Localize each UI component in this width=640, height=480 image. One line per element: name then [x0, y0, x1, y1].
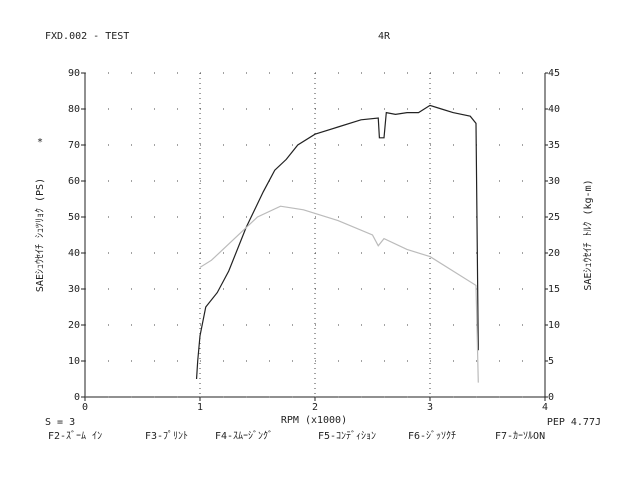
- x-tick-label: 1: [197, 402, 203, 413]
- y-tick-label: 60: [68, 176, 80, 187]
- y-tick-label: 30: [68, 284, 80, 295]
- y-tick-label: 40: [68, 248, 80, 259]
- y-axis-label: SAEｼｭｳｾｲﾁ ｼｭﾂﾘｮｸ (PS): [34, 178, 46, 292]
- y2-tick-label: 35: [548, 140, 560, 151]
- x-axis-label: RPM (x1000): [281, 415, 347, 426]
- x-tick-label: 4: [542, 402, 548, 413]
- y-tick-label: 50: [68, 212, 80, 223]
- y2-axis-label: SAEｼｭｳｾｲﾁ ﾄﾙｸ (kg-m): [582, 179, 594, 290]
- chart-subtitle: 4R: [378, 31, 391, 42]
- function-key: F2-ｽﾞｰﾑ ｲﾝ: [48, 430, 102, 442]
- y2-tick-label: 20: [548, 248, 560, 259]
- chart-title: FXD.002 - TEST: [45, 31, 129, 42]
- function-key: F7-ｶｰｿﾙON: [495, 430, 545, 442]
- y-tick-label: 90: [68, 68, 80, 79]
- y2-tick-label: 30: [548, 176, 560, 187]
- x-tick-label: 2: [312, 402, 318, 413]
- function-key: F3-ﾌﾟﾘﾝﾄ: [145, 430, 188, 442]
- function-key: F5-ｺﾝﾃﾞｨｼｮﾝ: [318, 430, 376, 442]
- series-line: [195, 104, 479, 380]
- y2-tick-label: 45: [548, 68, 560, 79]
- y-tick-label: 20: [68, 320, 80, 331]
- y2-tick-label: 15: [548, 284, 560, 295]
- y-axis-mark: *: [37, 137, 43, 148]
- y2-tick-label: 5: [548, 356, 554, 367]
- annotation: S = 3: [45, 417, 75, 428]
- annotation: PEP 4.77J: [547, 417, 601, 428]
- x-tick-label: 0: [82, 402, 88, 413]
- y2-tick-label: 10: [548, 320, 560, 331]
- function-key: F4-ｽﾑｰｼﾞﾝｸﾞ: [215, 430, 273, 442]
- y2-tick-label: 25: [548, 212, 560, 223]
- x-tick-label: 3: [427, 402, 433, 413]
- y-tick-label: 10: [68, 356, 80, 367]
- y2-tick-label: 0: [548, 392, 554, 403]
- y-tick-label: 80: [68, 104, 80, 115]
- y-tick-label: 0: [74, 392, 80, 403]
- series-line: [199, 205, 479, 383]
- y2-tick-label: 40: [548, 104, 560, 115]
- function-key: F6-ｼﾞｯｿｸﾁ: [408, 430, 456, 442]
- y-tick-label: 70: [68, 140, 80, 151]
